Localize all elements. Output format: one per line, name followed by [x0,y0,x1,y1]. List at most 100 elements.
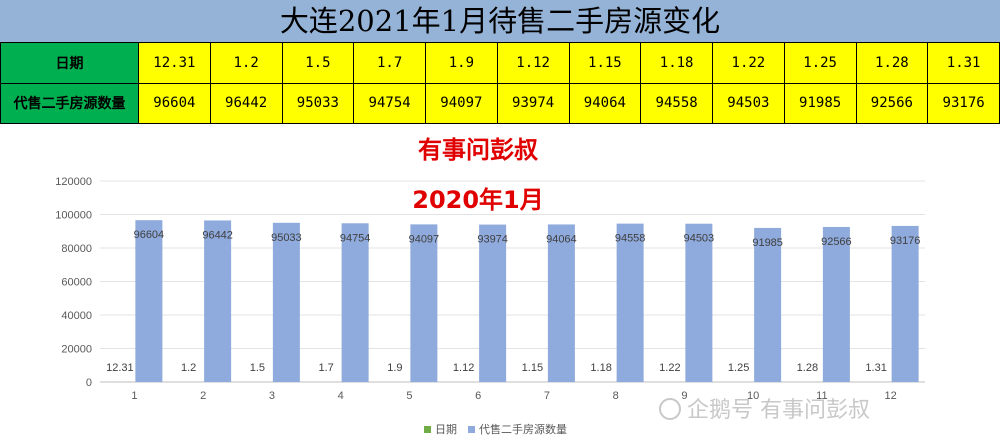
data-label-count: 96442 [202,229,233,241]
legend-swatch-date [424,426,431,433]
date-cell: 1.5 [281,42,355,84]
count-cell: 93176 [927,82,1000,124]
y-tick-label: 20000 [61,344,92,356]
x-tick-label: 3 [269,390,275,402]
legend: 日期 代售二手房源数量 [424,422,567,436]
data-label-count: 94097 [409,233,440,245]
bar-count [341,223,369,382]
gridlines [100,180,925,383]
x-tick-label: 5 [406,390,412,402]
date-cell: 1.18 [640,42,713,84]
data-label-date: 12.31 [106,362,134,374]
data-label-count: 94558 [615,233,646,245]
bar-count [410,224,438,382]
x-tick-label: 11 [816,390,827,402]
date-cell: 12.31 [138,42,211,84]
data-label-count: 96604 [134,229,165,241]
bar-count [822,226,850,382]
x-tick-label: 2 [200,390,206,402]
data-label-date: 1.2 [181,362,196,374]
date-cell: 1.7 [353,42,426,84]
data-labels: 12.31 96604 1.2 96442 1.5 95033 1.7 94754 1.9 940… [106,229,920,374]
bar-count [891,225,919,382]
count-cell: 94064 [568,82,642,124]
data-label-date: 1.18 [590,362,611,374]
y-axis: 0 20000 40000 60000 80000 100000 120000 [55,176,92,389]
data-label-date: 1.31 [865,362,886,374]
x-tick-label: 12 [885,390,897,402]
date-cell: 1.28 [855,42,929,84]
bar-count [135,220,163,382]
data-label-count: 91985 [752,237,783,249]
y-tick-label: 40000 [61,310,92,322]
data-label-date: 1.15 [522,362,543,374]
watermark-text: 企鹅号 有事问彭叔 [687,398,870,423]
data-label-count: 93974 [477,234,508,246]
data-label-count: 94503 [684,233,715,245]
x-tick-label: 9 [681,390,687,402]
bars [106,220,919,382]
legend-label-count: 代售二手房源数量 [479,422,567,436]
date-row: 日期 12.31 1.2 1.5 1.7 1.9 1.12 1.15 1.18 1.22 1.25… [0,42,1000,84]
date-cell: 1.31 [927,42,1000,84]
y-tick-label: 60000 [61,277,92,289]
x-tick-label: 8 [613,390,619,402]
data-label-date: 1.9 [387,362,402,374]
y-tick-label: 100000 [55,210,92,222]
date-cell: 1.9 [425,42,498,84]
count-cell: 94754 [353,82,426,124]
data-label-count: 92566 [821,236,852,248]
data-table: 日期 12.31 1.2 1.5 1.7 1.9 1.12 1.15 1.18 1.22 1.25… [0,42,1000,124]
bar-count [754,227,782,382]
x-tick-label: 7 [544,390,550,402]
count-cell: 91985 [783,82,857,124]
y-tick-label: 120000 [55,176,92,188]
chart-title: 大连2021年1月待售二手房源变化 [0,0,1000,43]
data-label-date: 1.12 [453,362,474,374]
bar-count [616,223,644,382]
count-cell: 92566 [855,82,929,124]
x-axis: 1 2 3 4 5 6 7 8 9 10 11 12 [131,390,896,402]
data-label-date: 1.5 [250,362,265,374]
date-cell: 1.25 [783,42,857,84]
count-cell: 94558 [640,82,713,124]
legend-swatch-count [468,426,475,433]
bar-count [204,220,232,382]
y-tick-label: 0 [86,377,92,389]
count-row: 代售二手房源数量 96604 96442 95033 94754 94097 93974 9… [0,82,1000,124]
x-tick-label: 1 [131,390,137,402]
date-cell: 1.2 [209,42,283,84]
legend-label-date: 日期 [435,423,457,436]
x-tick-label: 4 [338,390,344,402]
date-cell: 1.22 [712,42,785,84]
count-cell: 94503 [712,82,785,124]
bar-count [547,224,575,382]
y-tick-label: 80000 [61,243,92,255]
data-label-count: 93176 [890,235,921,247]
overlay-line-1: 有事问彭叔 [418,136,539,164]
count-label: 代售二手房源数量 [0,82,139,124]
x-tick-label: 10 [747,390,759,402]
count-cell: 96604 [138,82,211,124]
bar-count [272,222,300,382]
bar-count [479,224,507,382]
count-cell: 93974 [496,82,570,124]
data-label-count: 95033 [271,232,302,244]
x-tick-label: 6 [475,390,481,402]
date-cell: 1.15 [568,42,642,84]
bar-count [685,223,713,382]
count-cell: 96442 [209,82,283,124]
data-label-date: 1.28 [797,362,818,374]
date-label: 日期 [0,42,139,84]
data-label-date: 1.7 [318,362,333,374]
watermark: 企鹅号 有事问彭叔 [659,398,870,423]
data-label-count: 94754 [340,232,371,244]
count-cell: 94097 [425,82,498,124]
data-label-date: 1.22 [659,362,680,374]
bar-chart: 0 20000 40000 60000 80000 100000 120000 12.31 9… [55,136,925,436]
penguin-logo-icon [659,398,681,420]
data-label-count: 94064 [546,233,577,245]
count-cell: 95033 [281,82,355,124]
data-label-date: 1.25 [728,362,749,374]
overlay-line-2: 2020年1月 [412,186,544,214]
